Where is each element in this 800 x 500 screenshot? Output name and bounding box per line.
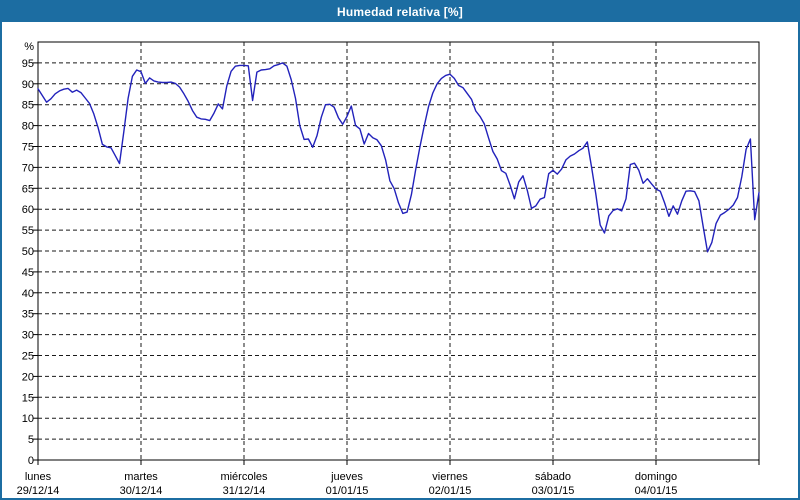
x-day-label: viernes <box>432 471 468 483</box>
y-tick-label: 0 <box>28 455 34 467</box>
y-tick-label: 45 <box>22 267 34 279</box>
chart-title: Humedad relativa [%] <box>336 5 464 19</box>
y-tick-label: 65 <box>22 183 34 195</box>
y-tick-label: 30 <box>22 330 34 342</box>
x-date-label: 01/01/15 <box>326 485 369 497</box>
y-tick-label: 80 <box>22 121 34 133</box>
y-tick-label: 60 <box>22 204 34 216</box>
y-tick-label: 15 <box>22 392 34 404</box>
x-date-label: 04/01/15 <box>635 485 678 497</box>
x-day-label: domingo <box>635 471 677 483</box>
y-tick-label: 5 <box>28 434 34 446</box>
x-day-label: lunes <box>25 471 52 483</box>
y-tick-label: 35 <box>22 309 34 321</box>
x-day-label: jueves <box>330 471 363 483</box>
y-tick-label: 40 <box>22 288 34 300</box>
x-date-label: 03/01/15 <box>532 485 575 497</box>
x-date-label: 02/01/15 <box>429 485 472 497</box>
x-date-label: 31/12/14 <box>223 485 266 497</box>
x-day-label: martes <box>124 471 158 483</box>
y-tick-label: 75 <box>22 142 34 154</box>
humidity-line-chart: 0 5 10 15 20 25 30 35 40 45 50 55 60 65 70 75 80 85 90 95% l… <box>17 41 760 497</box>
humidity-series-line <box>37 62 760 253</box>
x-day-label: sábado <box>535 471 571 483</box>
x-day-label: miércoles <box>220 471 268 483</box>
chart-title-bar: Humedad relativa [%] <box>2 2 798 22</box>
y-tick-label: 50 <box>22 246 34 258</box>
y-tick-label: 95 <box>22 58 34 70</box>
y-axis-unit-label: % <box>24 41 34 53</box>
y-tick-label: 85 <box>22 100 34 112</box>
x-date-label: 29/12/14 <box>17 485 60 497</box>
y-tick-label: 25 <box>22 351 34 363</box>
y-tick-label: 55 <box>22 225 34 237</box>
x-date-label: 30/12/14 <box>120 485 163 497</box>
y-tick-label: 20 <box>22 371 34 383</box>
y-tick-label: 70 <box>22 162 34 174</box>
y-tick-label: 10 <box>22 413 34 425</box>
y-tick-label: 90 <box>22 79 34 91</box>
